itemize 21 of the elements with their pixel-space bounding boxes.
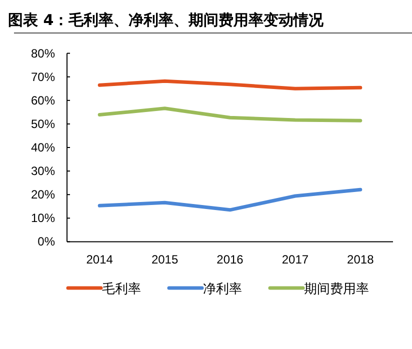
- y-tick-label: 30%: [30, 164, 56, 178]
- x-tick-label: 2014: [86, 252, 114, 267]
- x-tick-label: 2017: [282, 252, 309, 267]
- y-tick-label: 50%: [30, 116, 56, 131]
- y-tick-label: 70%: [30, 70, 56, 84]
- x-tick-label: 2015: [151, 252, 178, 267]
- y-tick-label: 20%: [30, 188, 56, 202]
- line-series: [98, 188, 362, 212]
- y-tick-label: 40%: [30, 140, 56, 154]
- y-tick-label: 60%: [30, 93, 56, 108]
- line-series: [98, 79, 362, 90]
- legend-label: 净利率: [203, 281, 242, 297]
- legend-label: 期间费用率: [304, 281, 369, 297]
- y-tick-label: 0%: [38, 234, 56, 249]
- x-tick-label: 2018: [347, 252, 374, 267]
- y-tick-label: 10%: [30, 211, 56, 226]
- x-tick-label: 2016: [216, 252, 244, 267]
- line-series: [98, 106, 362, 122]
- y-tick-label: 80%: [30, 46, 56, 60]
- chart-title: 图表 4：毛利率、净利率、期间费用率变动情况: [8, 11, 325, 29]
- legend-label: 毛利率: [102, 281, 141, 297]
